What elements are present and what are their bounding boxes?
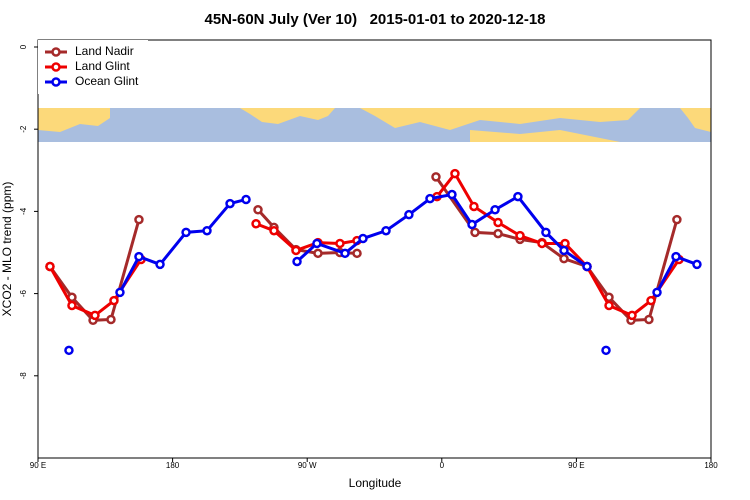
data-point xyxy=(109,295,119,306)
data-point xyxy=(134,251,144,262)
data-point xyxy=(431,172,441,182)
legend-marker xyxy=(51,77,61,87)
data-point xyxy=(313,248,323,259)
series-line xyxy=(48,170,681,318)
x-axis-label: Longitude xyxy=(349,476,402,490)
data-point xyxy=(450,168,460,179)
data-point xyxy=(469,201,479,212)
data-point xyxy=(490,204,500,215)
data-point xyxy=(559,245,569,256)
data-point xyxy=(652,287,662,298)
map-land xyxy=(470,130,620,142)
chart-title: 45N-60N July (Ver 10) 2015-01-01 to 2020… xyxy=(204,11,545,28)
y-tick-label: -8 xyxy=(19,372,28,380)
data-point xyxy=(644,314,654,325)
data-point xyxy=(470,227,480,238)
y-tick-label: -2 xyxy=(19,125,28,133)
data-point xyxy=(515,230,525,241)
data-point xyxy=(493,217,503,228)
series-line xyxy=(118,192,698,294)
legend-label: Ocean Glint xyxy=(75,74,139,88)
map-land xyxy=(360,108,640,130)
legend-label: Land Glint xyxy=(75,59,130,73)
data-point xyxy=(312,238,322,249)
data-point xyxy=(672,214,682,225)
x-tick-label: 90 E xyxy=(568,461,584,470)
data-point xyxy=(241,194,251,205)
legend-label: Land Nadir xyxy=(75,44,134,58)
map-land xyxy=(240,108,335,124)
data-point xyxy=(292,256,302,267)
data-point xyxy=(493,228,503,239)
data-point xyxy=(64,345,74,356)
data-point xyxy=(601,345,611,356)
data-point xyxy=(358,233,368,244)
data-point xyxy=(381,225,391,236)
data-point xyxy=(225,198,235,209)
data-point xyxy=(67,300,77,311)
plot-frame xyxy=(37,39,712,459)
legend-marker xyxy=(51,62,61,72)
data-point xyxy=(106,314,116,325)
map-land xyxy=(680,108,711,132)
data-point xyxy=(134,214,144,225)
data-point xyxy=(541,227,551,238)
data-point xyxy=(352,248,362,259)
y-axis-label: XCO2 - MLO trend (ppm) xyxy=(0,182,14,317)
data-point xyxy=(537,238,547,249)
data-point xyxy=(155,259,165,270)
data-point xyxy=(291,245,301,256)
data-point xyxy=(627,310,637,321)
data-point xyxy=(90,310,100,321)
x-tick-label: 90 W xyxy=(298,461,317,470)
y-tick-label: -6 xyxy=(19,289,28,297)
data-point xyxy=(269,225,279,236)
data-point xyxy=(340,248,350,259)
data-point xyxy=(559,253,569,264)
data-point xyxy=(671,251,681,262)
data-point xyxy=(467,219,477,230)
map-strip xyxy=(38,108,711,142)
series-line xyxy=(48,176,679,322)
y-tick-label: -4 xyxy=(19,207,28,215)
data-point xyxy=(181,227,191,238)
data-point xyxy=(582,261,592,272)
data-point xyxy=(45,261,55,272)
data-point xyxy=(202,225,212,236)
data-point xyxy=(646,295,656,306)
x-tick-label: 0 xyxy=(440,461,445,470)
data-point xyxy=(251,218,261,229)
data-point xyxy=(604,300,614,311)
data-point xyxy=(513,191,523,202)
map-land xyxy=(38,108,110,132)
x-tick-label: 90 E xyxy=(30,461,46,470)
x-tick-label: 180 xyxy=(704,461,718,470)
data-point xyxy=(447,189,457,200)
data-point xyxy=(253,204,263,215)
data-point xyxy=(692,259,702,270)
data-point xyxy=(335,238,345,249)
data-point xyxy=(404,209,414,220)
y-tick-label: 0 xyxy=(19,44,28,49)
legend-marker xyxy=(51,47,61,57)
data-point xyxy=(115,287,125,298)
x-tick-label: 180 xyxy=(166,461,180,470)
data-point xyxy=(425,193,435,204)
